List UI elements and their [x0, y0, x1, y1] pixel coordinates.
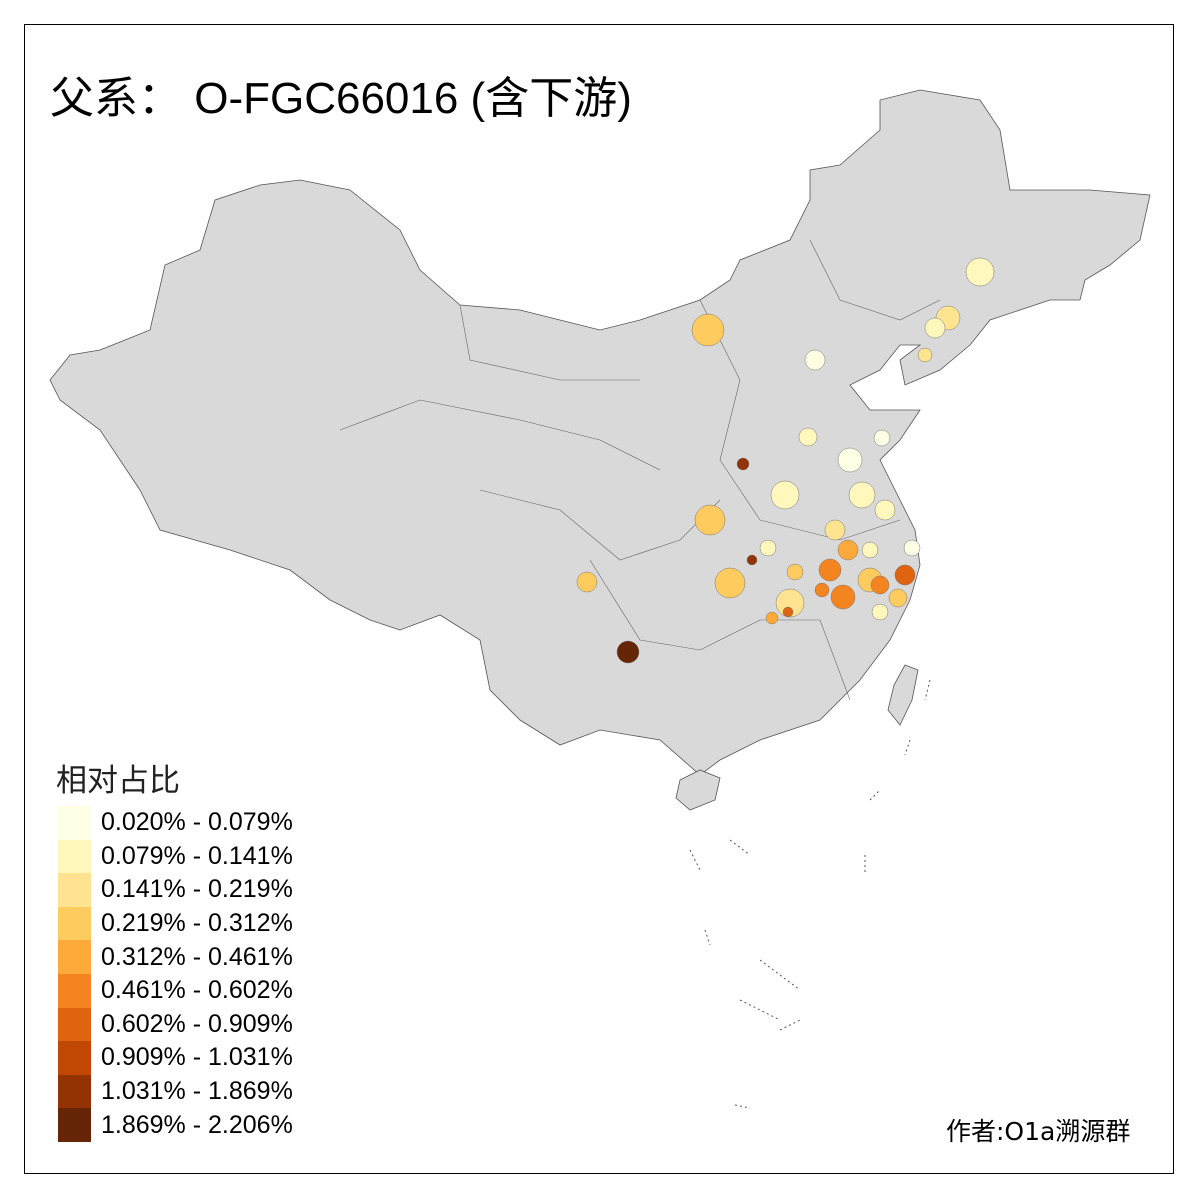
highlighted-region — [616, 640, 640, 664]
legend-item: 0.020% - 0.079% — [58, 806, 293, 840]
author-credit: 作者:O1a溯源群 — [946, 1117, 1131, 1146]
legend-item: 0.602% - 0.909% — [58, 1007, 293, 1042]
island-mark — [904, 739, 911, 756]
highlighted-region — [818, 558, 842, 582]
highlighted-region — [770, 480, 800, 510]
province-border — [759, 519, 901, 541]
legend-swatch — [58, 940, 91, 974]
legend-item: 1.869% - 2.206% — [58, 1108, 293, 1142]
legend-swatch — [58, 806, 91, 840]
highlighted-region — [576, 571, 598, 593]
highlighted-region — [888, 588, 908, 608]
highlighted-region — [714, 567, 746, 599]
highlighted-region — [924, 317, 946, 339]
highlighted-region — [965, 257, 995, 287]
legend-swatch — [58, 839, 91, 874]
legend-label: 0.219% - 0.312% — [101, 909, 293, 938]
legend-label: 1.869% - 2.206% — [101, 1110, 293, 1139]
legend-label: 0.079% - 0.141% — [101, 841, 293, 870]
province-border — [809, 239, 941, 321]
legend-label: 0.141% - 0.219% — [101, 875, 293, 904]
legend-item: 1.031% - 1.869% — [58, 1074, 293, 1109]
legend-label: 1.031% - 1.869% — [101, 1077, 293, 1106]
island-mark — [729, 839, 751, 856]
highlighted-region — [759, 539, 777, 557]
legend-swatch — [58, 906, 91, 941]
highlighted-region — [694, 504, 726, 536]
province-border — [339, 399, 661, 471]
highlighted-region — [746, 554, 758, 566]
highlighted-region — [798, 427, 818, 447]
highlighted-region — [830, 584, 856, 610]
highlighted-region — [736, 457, 750, 471]
highlighted-region — [894, 564, 916, 586]
highlighted-region — [804, 349, 826, 371]
highlighted-region — [782, 606, 794, 618]
china-mainland — [49, 89, 1151, 776]
highlighted-region — [848, 481, 876, 509]
island-mark — [869, 789, 881, 801]
province-border — [819, 619, 851, 701]
legend-swatch — [58, 1108, 91, 1142]
province-border — [589, 559, 820, 651]
hainan-island — [675, 769, 721, 811]
highlighted-region — [917, 347, 933, 363]
legend-item: 0.312% - 0.461% — [58, 940, 293, 974]
highlighted-region — [874, 499, 896, 521]
island-mark — [759, 959, 801, 991]
highlighted-region — [765, 611, 779, 625]
highlighted-region — [873, 429, 891, 447]
map-title: 父系： O-FGC66016 (含下游) — [50, 74, 632, 123]
highlighted-region — [871, 603, 889, 621]
island-mark — [739, 999, 781, 1021]
legend: 0.020% - 0.079% 0.079% - 0.141% 0.141% - 0… — [58, 806, 293, 1142]
map-base — [49, 89, 1151, 811]
island-mark — [779, 1019, 801, 1031]
highlighted-region — [903, 539, 921, 557]
map-frame — [24, 24, 1174, 1174]
legend-label: 0.602% - 0.909% — [101, 1009, 293, 1038]
island-mark — [734, 1104, 751, 1109]
island-mark — [704, 929, 711, 946]
legend-item: 0.141% - 0.219% — [58, 873, 293, 907]
highlighted-region — [837, 447, 863, 473]
province-border — [479, 489, 721, 561]
taiwan-island — [887, 664, 919, 726]
legend-swatch — [58, 973, 91, 1008]
legend-item: 0.079% - 0.141% — [58, 839, 293, 874]
province-border — [459, 304, 640, 381]
legend-swatch — [58, 1041, 91, 1075]
legend-item: 0.219% - 0.312% — [58, 906, 293, 941]
south-sea-islands — [689, 679, 931, 1109]
legend-swatch — [58, 873, 91, 907]
highlighted-region — [861, 541, 879, 559]
highlighted-regions — [576, 257, 995, 664]
legend-label: 0.020% - 0.079% — [101, 808, 293, 837]
legend-item: 0.909% - 1.031% — [58, 1041, 293, 1075]
island-mark — [924, 679, 931, 701]
highlighted-region — [814, 582, 830, 598]
highlighted-region — [775, 588, 805, 618]
legend-label: 0.909% - 1.031% — [101, 1043, 293, 1072]
legend-label: 0.312% - 0.461% — [101, 942, 293, 971]
highlighted-region — [870, 575, 890, 595]
highlighted-region — [824, 519, 846, 541]
highlighted-region — [786, 563, 804, 581]
island-mark — [689, 849, 701, 871]
legend-swatch — [58, 1007, 91, 1042]
legend-swatch — [58, 1074, 91, 1109]
legend-title: 相对占比 — [56, 763, 180, 799]
highlighted-region — [691, 313, 725, 347]
legend-item: 0.461% - 0.602% — [58, 973, 293, 1008]
highlighted-region — [837, 539, 859, 561]
legend-label: 0.461% - 0.602% — [101, 976, 293, 1005]
